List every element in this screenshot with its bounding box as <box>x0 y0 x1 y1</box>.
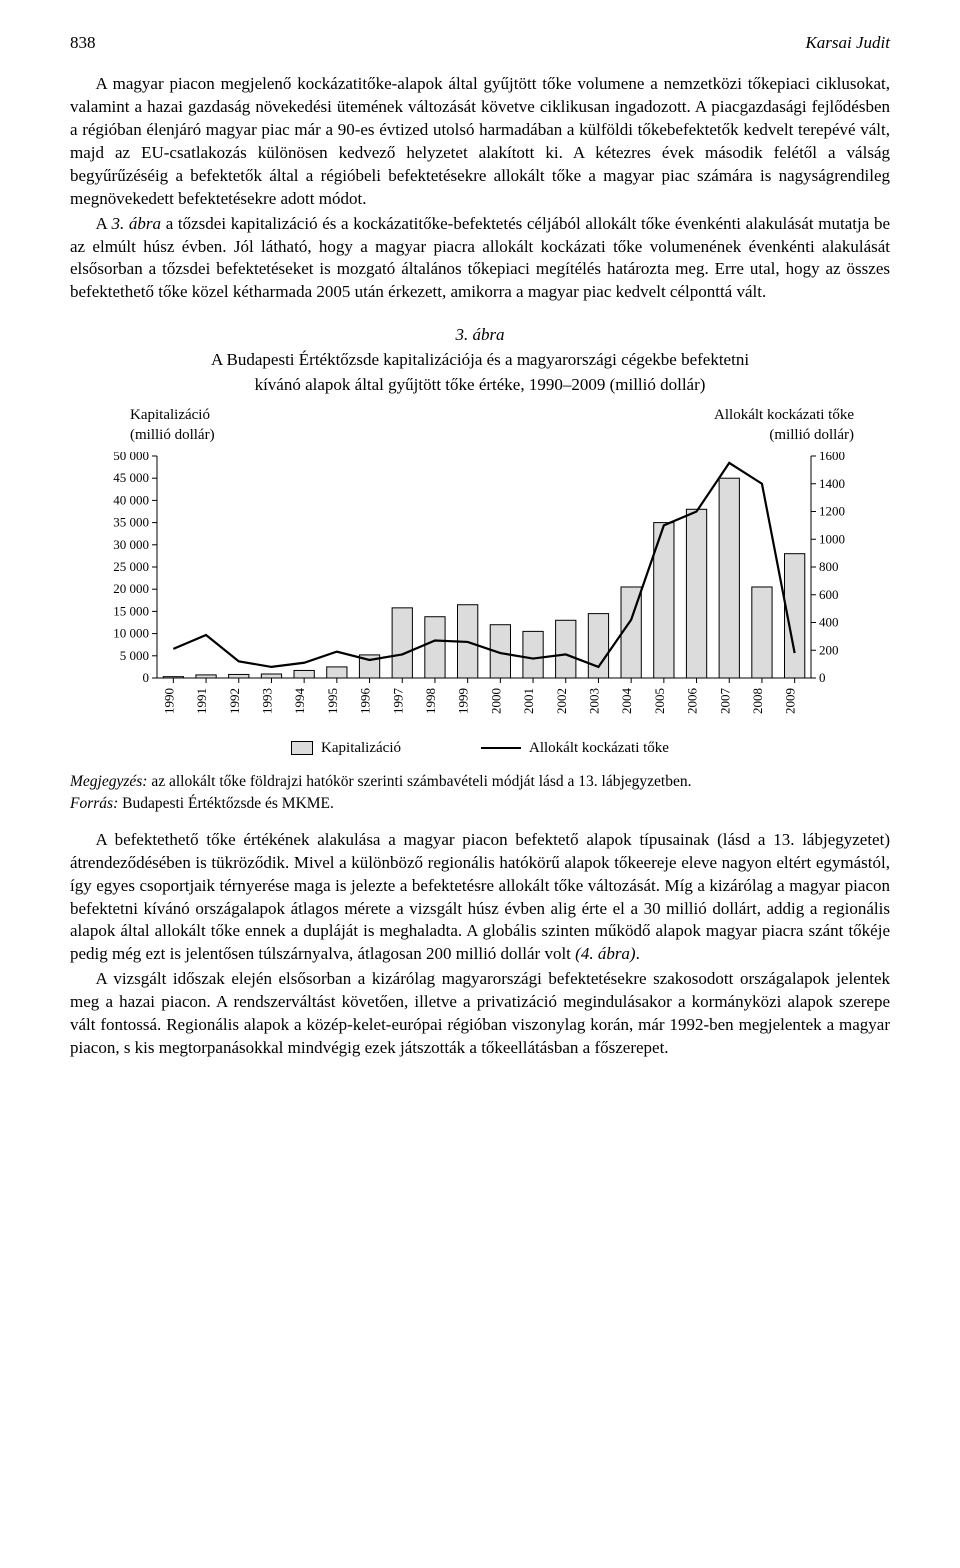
axis-titles-row: Kapitalizáció (millió dollár) Allokált k… <box>70 405 890 446</box>
p2-figref: 3. ábra <box>112 214 162 233</box>
svg-text:1993: 1993 <box>259 688 274 714</box>
note-label: Megjegyzés: <box>70 773 147 790</box>
svg-text:2006: 2006 <box>685 687 700 714</box>
svg-text:2002: 2002 <box>554 688 569 714</box>
svg-text:800: 800 <box>819 559 839 574</box>
svg-text:2001: 2001 <box>521 688 536 714</box>
svg-text:0: 0 <box>819 670 826 685</box>
svg-text:35 000: 35 000 <box>113 514 149 529</box>
paragraph-1: A magyar piacon megjelenő kockázatitőke-… <box>70 73 890 211</box>
p3-b: . <box>636 944 640 963</box>
svg-text:2000: 2000 <box>488 688 503 714</box>
svg-text:1996: 1996 <box>358 687 373 714</box>
chart: 0 5 000 10 000 15 000 20 000 25 000 30 000 35 0… <box>95 452 865 732</box>
right-axis-title-2: (millió dollár) <box>714 425 854 445</box>
legend-line-label: Allokált kockázati tőke <box>529 738 669 758</box>
figure-label: 3. ábra <box>70 324 890 347</box>
svg-text:2007: 2007 <box>717 687 732 714</box>
right-axis-title-1: Allokált kockázati tőke <box>714 405 854 425</box>
legend-bar-swatch <box>291 741 313 755</box>
legend-bar: Kapitalizáció <box>291 738 401 758</box>
svg-text:600: 600 <box>819 586 839 601</box>
paragraph-2: A 3. ábra a tőzsdei kapitalizáció és a k… <box>70 213 890 305</box>
svg-text:2003: 2003 <box>586 688 601 714</box>
svg-text:1994: 1994 <box>292 687 307 714</box>
page-number: 838 <box>70 32 96 55</box>
figure-source: Forrás: Budapesti Értéktőzsde és MKME. <box>70 794 890 815</box>
svg-text:2005: 2005 <box>652 688 667 714</box>
left-axis-title-2: (millió dollár) <box>130 425 215 445</box>
note-text: az allokált tőke földrajzi hatókör szeri… <box>147 773 691 790</box>
svg-text:200: 200 <box>819 642 839 657</box>
svg-text:1992: 1992 <box>227 688 242 714</box>
p3-a: A befektethető tőke értékének alakulása … <box>70 830 890 964</box>
svg-text:400: 400 <box>819 614 839 629</box>
paragraph-3: A befektethető tőke értékének alakulása … <box>70 829 890 967</box>
svg-text:1995: 1995 <box>325 688 340 714</box>
svg-text:40 000: 40 000 <box>113 492 149 507</box>
svg-text:2004: 2004 <box>619 687 634 714</box>
svg-text:1000: 1000 <box>819 531 845 546</box>
svg-text:25 000: 25 000 <box>113 559 149 574</box>
svg-text:5 000: 5 000 <box>120 647 149 662</box>
p2-a: A <box>96 214 112 233</box>
legend: Kapitalizáció Allokált kockázati tőke <box>70 738 890 758</box>
p3-figref: (4. ábra) <box>575 944 635 963</box>
svg-text:45 000: 45 000 <box>113 470 149 485</box>
legend-bar-label: Kapitalizáció <box>321 738 401 758</box>
svg-text:1200: 1200 <box>819 503 845 518</box>
p2-b: a tőzsdei kapitalizáció és a kockázatitő… <box>70 214 890 302</box>
svg-text:1999: 1999 <box>456 688 471 714</box>
svg-text:1400: 1400 <box>819 475 845 490</box>
chart-svg: 0 5 000 10 000 15 000 20 000 25 000 30 000 35 0… <box>95 452 865 732</box>
svg-text:10 000: 10 000 <box>113 625 149 640</box>
paragraph-4: A vizsgált időszak elején elsősorban a k… <box>70 968 890 1060</box>
source-label: Forrás: <box>70 795 118 812</box>
svg-text:20 000: 20 000 <box>113 581 149 596</box>
figure-note: Megjegyzés: az allokált tőke földrajzi h… <box>70 772 890 793</box>
figure-block: 3. ábra A Budapesti Értéktőzsde kapitali… <box>70 324 890 758</box>
left-axis-title-1: Kapitalizáció <box>130 405 215 425</box>
figure-title: A Budapesti Értéktőzsde kapitalizációja … <box>70 349 890 372</box>
left-axis-title: Kapitalizáció (millió dollár) <box>130 405 215 446</box>
figure-subtitle: kívánó alapok által gyűjtött tőke értéke… <box>70 374 890 397</box>
svg-text:30 000: 30 000 <box>113 536 149 551</box>
page-header: 838 Karsai Judit <box>70 32 890 55</box>
page-author: Karsai Judit <box>805 32 890 55</box>
right-axis-title: Allokált kockázati tőke (millió dollár) <box>714 405 854 446</box>
svg-text:1990: 1990 <box>161 688 176 714</box>
svg-text:1991: 1991 <box>194 688 209 714</box>
svg-text:2009: 2009 <box>783 688 798 714</box>
source-text: Budapesti Értéktőzsde és MKME. <box>118 795 334 812</box>
svg-text:1998: 1998 <box>423 688 438 714</box>
svg-text:15 000: 15 000 <box>113 603 149 618</box>
svg-text:50 000: 50 000 <box>113 452 149 463</box>
svg-text:1997: 1997 <box>390 687 405 714</box>
svg-text:2008: 2008 <box>750 688 765 714</box>
svg-text:0: 0 <box>143 670 150 685</box>
svg-text:1600: 1600 <box>819 452 845 463</box>
legend-line-swatch <box>481 747 521 749</box>
legend-line: Allokált kockázati tőke <box>481 738 669 758</box>
